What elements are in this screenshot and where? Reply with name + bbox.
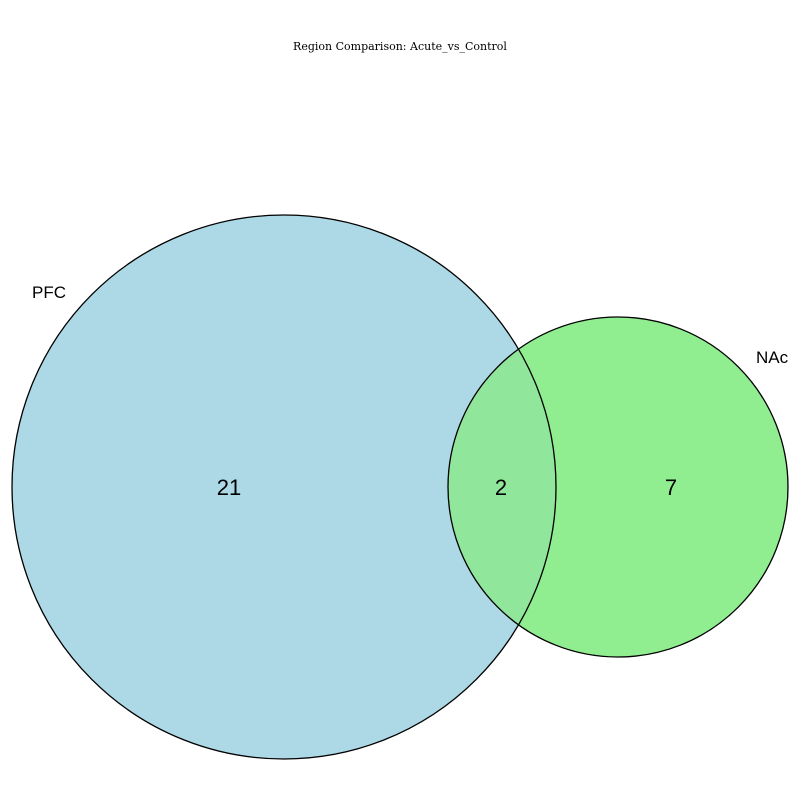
nac-outline [447, 316, 789, 658]
diagram-title: Region Comparison: Acute_vs_Control [293, 40, 507, 53]
pfc-outline [11, 214, 557, 760]
pfc-circle [12, 215, 556, 759]
pfc-only-count: 21 [217, 475, 241, 500]
pfc-label: PFC [32, 283, 66, 302]
overlap-region [448, 317, 556, 657]
overlap-count: 2 [495, 475, 507, 500]
nac-only-count: 7 [665, 475, 677, 500]
nac-label: NAc [756, 348, 789, 367]
